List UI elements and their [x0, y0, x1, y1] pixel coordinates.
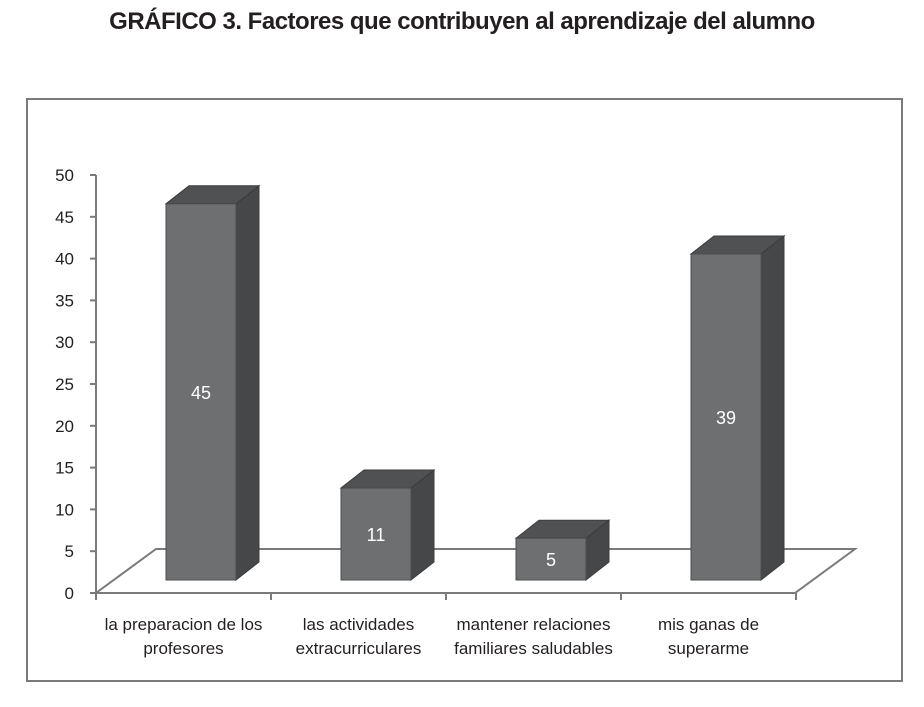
y-tick-label: 50	[55, 166, 74, 185]
x-category-label: profesores	[143, 639, 223, 658]
bar	[515, 537, 587, 581]
x-category-label: superarme	[668, 639, 749, 658]
bar-side	[235, 184, 260, 582]
bar	[690, 253, 762, 581]
x-category-label: extracurriculares	[296, 639, 422, 658]
data-label: 39	[716, 408, 736, 428]
y-tick-label: 10	[55, 500, 74, 519]
chart-title: GRÁFICO 3. Factores que contribuyen al a…	[109, 8, 815, 35]
chart-frame	[26, 98, 903, 682]
bar-side	[410, 469, 435, 582]
y-tick-label: 45	[55, 208, 74, 227]
x-category-label: familiares saludables	[454, 639, 613, 658]
chart-floor	[92, 548, 859, 594]
y-tick-label: 25	[55, 375, 74, 394]
y-tick-label: 20	[55, 417, 74, 436]
x-category-label: mantener relaciones	[456, 615, 610, 634]
y-tick-label: 40	[55, 250, 74, 269]
bar-side	[760, 234, 785, 582]
y-tick-label: 5	[65, 542, 74, 561]
data-label: 11	[367, 525, 386, 545]
bar	[165, 203, 237, 581]
y-tick-label: 35	[55, 291, 74, 310]
x-category-label: mis ganas de	[658, 615, 759, 634]
y-tick-label: 0	[65, 584, 74, 603]
data-label: 5	[546, 550, 556, 570]
y-tick-label: 15	[55, 459, 74, 478]
x-category-label: las actividades	[303, 615, 415, 634]
y-tick-label: 30	[55, 333, 74, 352]
data-label: 45	[191, 383, 211, 403]
bar	[340, 487, 412, 581]
x-category-label: la preparacion de los	[105, 615, 263, 634]
